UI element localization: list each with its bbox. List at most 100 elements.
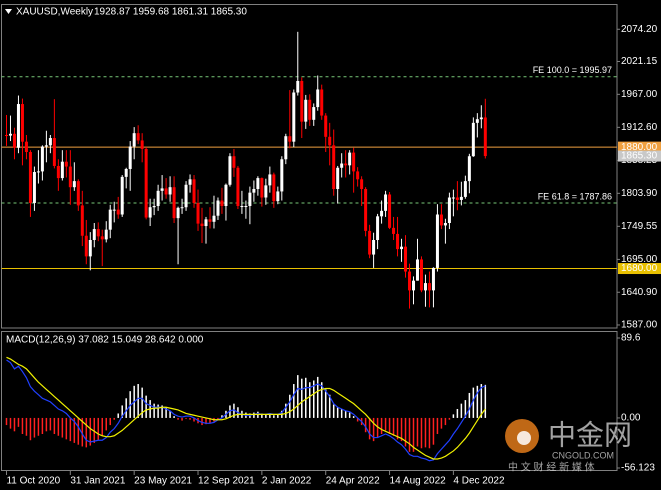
- candle-body: [411, 280, 415, 291]
- candle-body: [292, 92, 296, 142]
- candle-body: [380, 210, 384, 217]
- candle-body: [4, 134, 8, 136]
- candle-body: [24, 141, 28, 152]
- ohlc-info: 1928.87 1959.68 1861.31 1865.30: [94, 7, 247, 18]
- candle-body: [124, 168, 128, 177]
- candle-body: [200, 223, 204, 227]
- y-tick-label: 2021.15: [621, 56, 658, 67]
- macd-line: [6, 359, 486, 462]
- main-panel-frame: [1, 4, 618, 329]
- candle-body: [240, 206, 244, 208]
- candle-body: [284, 136, 288, 160]
- candle-body: [84, 235, 88, 257]
- candle-body: [220, 200, 224, 207]
- candle-body: [272, 174, 276, 202]
- candle-body: [336, 167, 340, 190]
- candle-body: [376, 216, 380, 240]
- candle-body: [415, 259, 419, 281]
- x-tick-label: 23 May 2021: [134, 476, 192, 487]
- candle-body: [180, 207, 184, 209]
- candle-body: [204, 219, 208, 227]
- candle-body: [12, 133, 16, 148]
- candle-body: [120, 176, 124, 215]
- candle-body: [431, 267, 435, 291]
- candle-body: [360, 179, 364, 190]
- candle-body: [128, 146, 132, 169]
- candle-body: [312, 107, 316, 120]
- macd-label: MACD(12,26,9) 37.082 15.049 28.642 0.000: [6, 335, 204, 346]
- last-price-tag: [618, 150, 661, 162]
- candle-body: [384, 194, 388, 211]
- candle-body: [475, 119, 479, 123]
- level-tag: [618, 141, 661, 153]
- candle-body: [16, 104, 20, 148]
- candle-body: [344, 163, 348, 166]
- candle-body: [280, 159, 284, 192]
- candle-body: [252, 189, 256, 193]
- y-tick-label: 1640.90: [621, 287, 658, 298]
- candle-body: [184, 184, 188, 208]
- candle-body: [104, 229, 108, 240]
- chart-title: XAUUSD,Weekly: [16, 7, 93, 18]
- candle-body: [348, 152, 352, 166]
- candle-body: [208, 219, 212, 222]
- candle-body: [196, 202, 200, 224]
- candle-body: [236, 167, 240, 207]
- candle-body: [447, 197, 451, 223]
- y-tick-label: 1967.00: [621, 89, 658, 100]
- candle-body: [152, 206, 156, 208]
- watermark: 中金网 CNGOLD.COM 中 文 财 经 新 媒 体: [505, 419, 632, 474]
- candle-body: [20, 104, 24, 142]
- candle-body: [451, 197, 455, 199]
- x-tick-label: 2 Jan 2022: [262, 476, 312, 487]
- level-tag: [618, 263, 661, 275]
- candle-body: [388, 194, 392, 228]
- y-tick-label: 1587.00: [621, 320, 658, 331]
- candle-body: [108, 209, 112, 230]
- y-tick-label: 0.00: [621, 413, 641, 424]
- x-tick-label: 11 Oct 2020: [6, 476, 60, 487]
- candle-body: [300, 80, 304, 122]
- candle-body: [288, 136, 292, 142]
- macd-panel-frame: [1, 331, 618, 471]
- candle-body: [396, 233, 400, 250]
- candle-body: [216, 200, 220, 216]
- candle-body: [40, 146, 44, 172]
- candle-body: [320, 89, 324, 116]
- candle-body: [260, 178, 264, 198]
- y-tick-label: -56.123: [621, 463, 655, 474]
- candle-body: [463, 181, 467, 197]
- candle-body: [356, 171, 360, 180]
- fib-label: FE 61.8 = 1787.86: [538, 191, 612, 201]
- candle-body: [80, 205, 84, 236]
- candle-body: [308, 99, 312, 120]
- candle-body: [264, 185, 268, 198]
- x-tick-label: 31 Jan 2021: [70, 476, 125, 487]
- candle-body: [36, 171, 40, 173]
- candle-body: [48, 138, 52, 146]
- candle-body: [316, 89, 320, 108]
- x-tick-label: 14 Aug 2022: [390, 476, 447, 487]
- candle-body: [228, 156, 232, 185]
- candle-body: [248, 192, 252, 207]
- candle-body: [28, 151, 32, 203]
- symbol-icon: [5, 9, 12, 14]
- candle-body: [112, 209, 116, 211]
- candle-body: [256, 178, 260, 190]
- candle-body: [439, 214, 443, 226]
- candle-body: [352, 152, 356, 172]
- candle-body: [340, 163, 344, 168]
- candle-body: [56, 165, 60, 179]
- candle-body: [212, 215, 216, 222]
- candle-body: [408, 271, 412, 291]
- y-tick-label: 1912.60: [621, 122, 658, 133]
- candle-body: [392, 227, 396, 234]
- candle-body: [296, 80, 300, 93]
- candle-body: [140, 140, 144, 149]
- candle-body: [156, 190, 160, 207]
- candle-body: [372, 239, 376, 255]
- candle-body: [304, 99, 308, 122]
- candle-body: [52, 138, 56, 166]
- candle-body: [328, 136, 332, 146]
